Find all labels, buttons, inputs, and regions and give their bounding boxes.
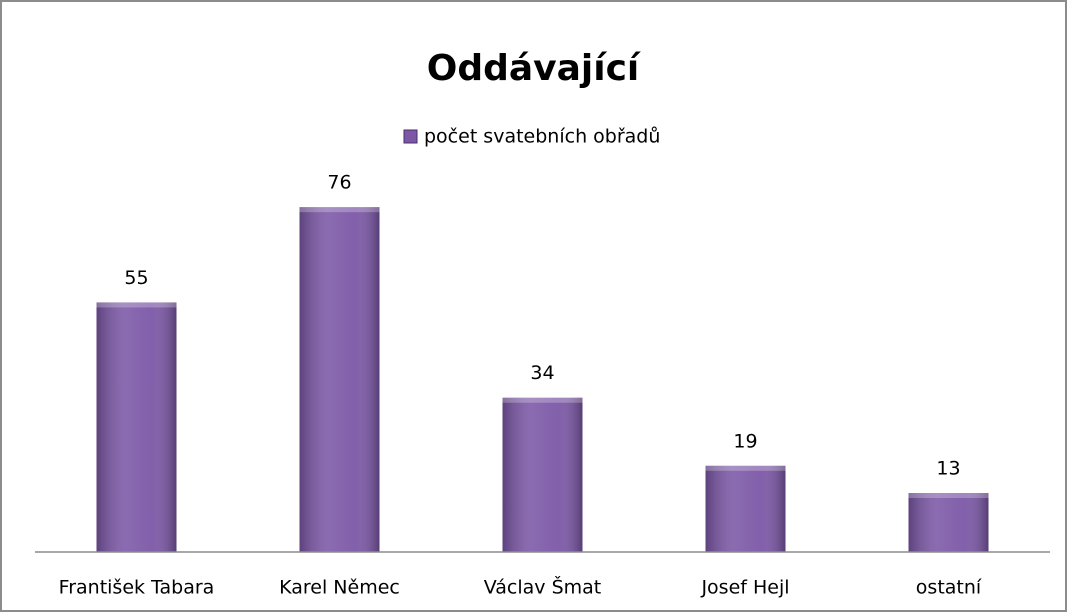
bar-cap: [299, 207, 380, 213]
chart-title: Oddávající: [427, 48, 641, 89]
data-label: 13: [936, 458, 960, 480]
bar-cap: [96, 302, 177, 308]
legend-swatch: [403, 129, 418, 144]
x-tick-label: Josef Hejl: [700, 577, 789, 599]
bar-shine: [908, 493, 989, 552]
bar-cap: [502, 397, 583, 403]
x-tick-label: František Tabara: [59, 577, 215, 599]
legend-label: počet svatebních obřadů: [424, 126, 660, 148]
bar-cap: [705, 465, 786, 471]
data-label: 19: [733, 430, 757, 452]
x-tick-label: ostatní: [916, 577, 982, 599]
bar-shine: [502, 397, 583, 552]
data-label: 76: [327, 172, 351, 194]
data-label: 55: [124, 267, 148, 289]
bar-shine: [705, 465, 786, 552]
x-tick-label: Václav Šmat: [484, 575, 601, 599]
data-label: 34: [530, 362, 554, 384]
x-tick-label: Karel Němec: [279, 577, 400, 599]
bar-cap: [908, 493, 989, 499]
bar-shine: [96, 302, 177, 552]
bar-shine: [299, 207, 380, 552]
